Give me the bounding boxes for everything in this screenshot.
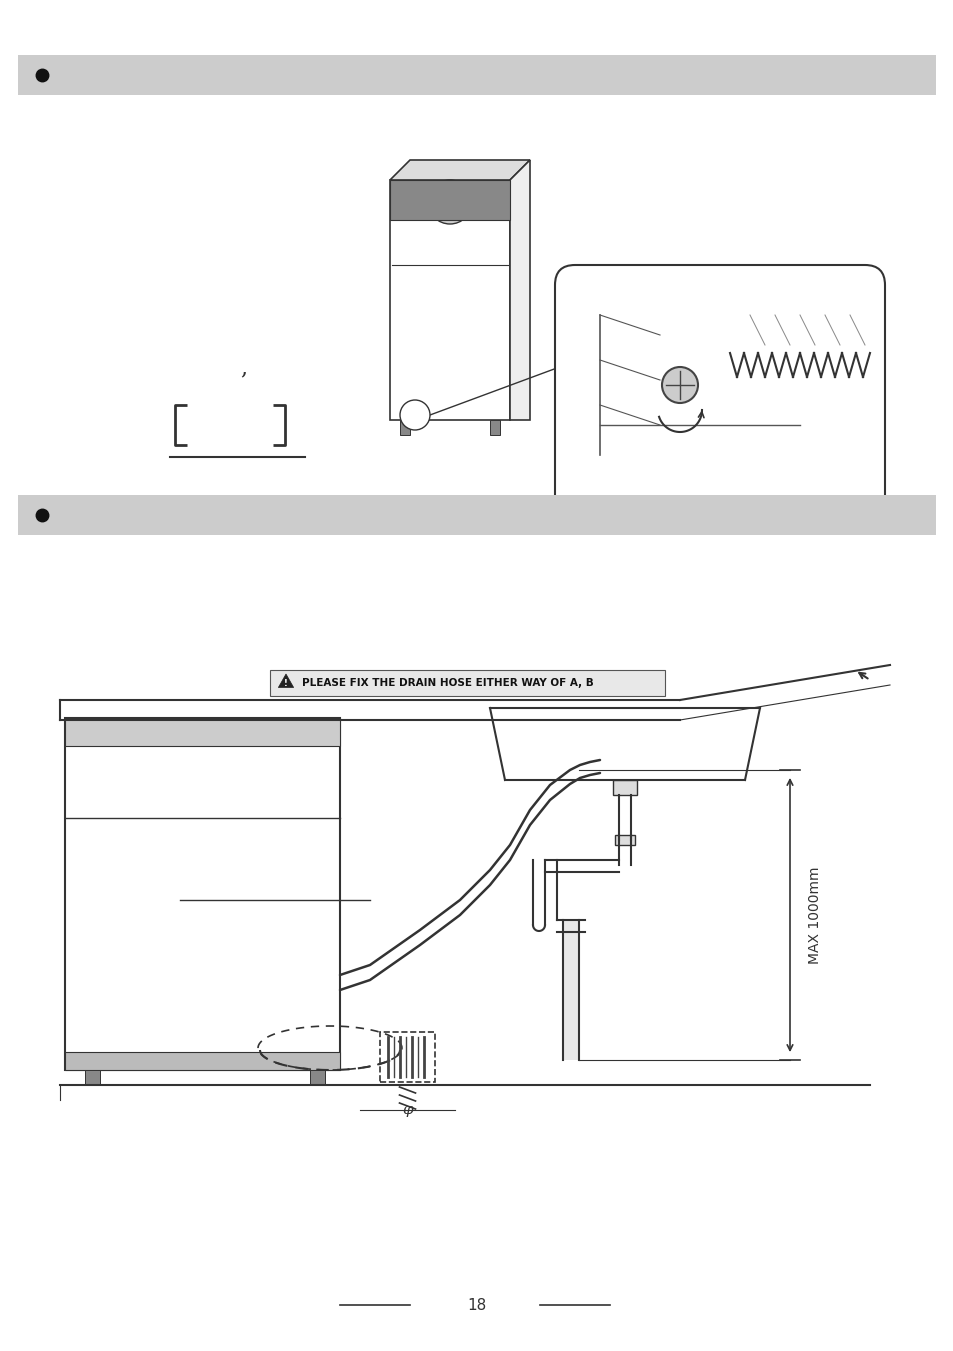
Polygon shape <box>390 159 530 180</box>
Bar <box>490 420 499 435</box>
Text: ,: , <box>240 357 247 380</box>
Text: MAX 1000mm: MAX 1000mm <box>807 866 821 963</box>
Bar <box>562 920 578 1061</box>
Bar <box>615 835 635 844</box>
Bar <box>65 717 339 746</box>
Circle shape <box>399 400 430 430</box>
Circle shape <box>661 367 698 403</box>
Text: PLEASE FIX THE DRAIN HOSE EITHER WAY OF A, B: PLEASE FIX THE DRAIN HOSE EITHER WAY OF … <box>302 678 593 688</box>
Bar <box>390 180 510 220</box>
Polygon shape <box>510 159 530 420</box>
Bar <box>270 670 664 696</box>
Circle shape <box>428 180 472 224</box>
Text: 18: 18 <box>467 1297 486 1313</box>
Bar <box>310 1070 325 1085</box>
Bar <box>85 1070 100 1085</box>
Polygon shape <box>390 180 510 420</box>
Bar <box>399 420 410 435</box>
Text: φ: φ <box>402 1102 413 1117</box>
Bar <box>613 780 637 794</box>
Polygon shape <box>278 674 294 688</box>
Bar <box>18 55 935 95</box>
Text: !: ! <box>284 680 288 689</box>
Bar <box>379 1032 435 1082</box>
Bar <box>65 1052 339 1070</box>
FancyBboxPatch shape <box>555 265 884 526</box>
Bar <box>18 494 935 535</box>
Bar <box>65 717 339 1070</box>
